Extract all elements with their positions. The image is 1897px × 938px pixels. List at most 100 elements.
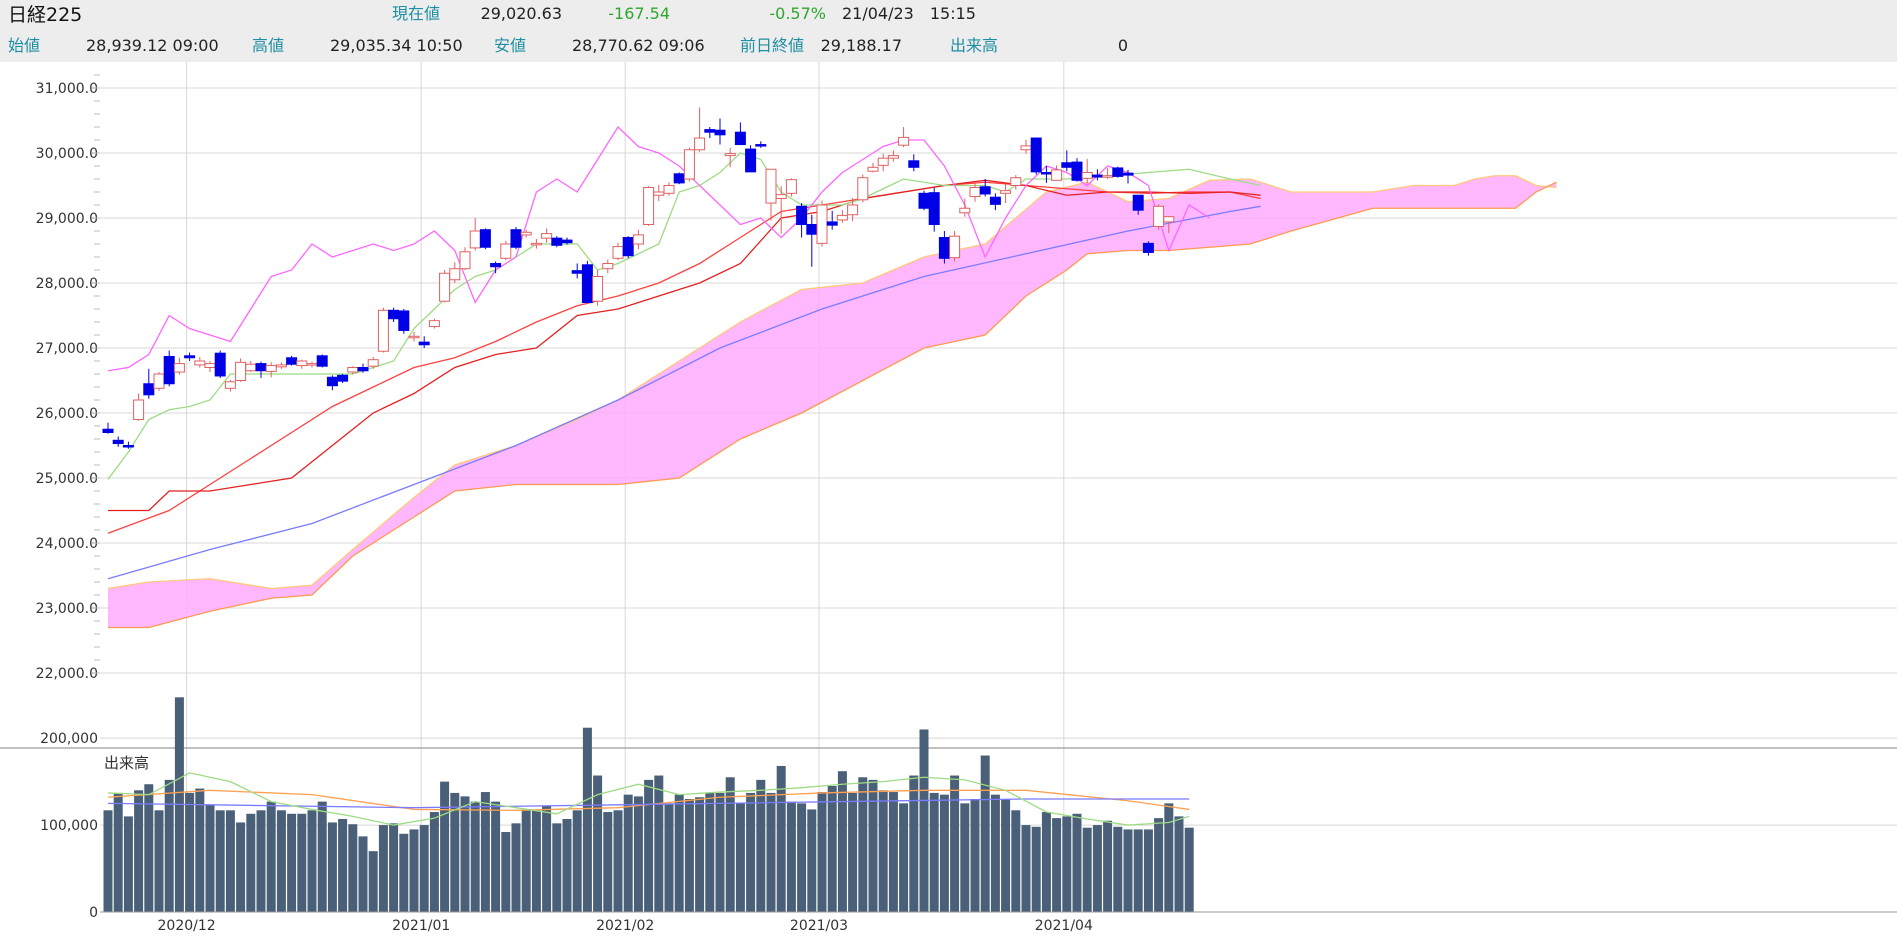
price-tick-label: 30,000.0 xyxy=(36,146,98,162)
candle xyxy=(1051,165,1063,181)
candle xyxy=(541,228,553,243)
volume-bar xyxy=(419,825,429,912)
candle-body xyxy=(887,155,899,159)
date-tick-label: 2021/04 xyxy=(1035,918,1093,934)
volume-bar xyxy=(358,836,368,912)
current-value: 29,020.63 xyxy=(480,4,562,23)
candle xyxy=(275,362,287,369)
candle-body xyxy=(204,363,216,369)
price-tick-label: 27,000.0 xyxy=(36,341,98,357)
candle-body xyxy=(255,363,267,372)
volume-bar xyxy=(470,801,480,912)
volume-bar xyxy=(888,792,898,912)
candle-body xyxy=(816,204,828,244)
candle xyxy=(490,261,502,274)
candle-body xyxy=(949,235,961,259)
candle-body xyxy=(612,246,624,259)
volume-bar xyxy=(950,775,960,912)
volume-bar xyxy=(287,813,297,912)
high-label: 高値 xyxy=(252,36,285,55)
candle-body xyxy=(326,376,338,387)
prev-close-label: 前日終値 xyxy=(740,36,805,55)
volume-bar xyxy=(144,784,154,912)
volume-bar xyxy=(786,801,796,912)
candle-body xyxy=(877,157,889,166)
candle xyxy=(622,236,634,259)
volume-bar xyxy=(215,810,225,912)
volume-bar xyxy=(552,823,562,912)
candle-body xyxy=(734,131,746,146)
moving-average-long xyxy=(107,205,1261,580)
volume-bar xyxy=(297,813,307,912)
candle-body xyxy=(500,243,512,259)
candle xyxy=(785,178,797,197)
candle-body xyxy=(214,352,226,377)
volume-bar xyxy=(1143,829,1153,912)
volume-bar xyxy=(1164,803,1174,912)
volume-bar xyxy=(960,803,970,912)
candle-body xyxy=(1142,242,1154,253)
stock-chart[interactable]: 22,000.0 23,000.0 24,000.0 25,000.0 26,000.0… xyxy=(0,62,1897,938)
candle xyxy=(775,186,787,234)
volume-bar xyxy=(1001,799,1011,912)
candle-body xyxy=(836,214,848,221)
volume-bar xyxy=(501,832,511,912)
candle-body xyxy=(551,237,563,246)
volume-bar xyxy=(827,785,837,912)
candle xyxy=(602,259,614,274)
candle xyxy=(439,270,451,303)
volume-average-long xyxy=(107,789,1190,811)
volume-label: 出来高 xyxy=(950,36,999,55)
candle-body xyxy=(714,129,726,136)
volume-bar xyxy=(644,779,654,912)
candle xyxy=(449,262,461,283)
base-line xyxy=(108,179,1261,512)
volume-bar xyxy=(909,775,919,912)
price-tick-label: 24,000.0 xyxy=(36,536,98,552)
volume-bar xyxy=(848,792,858,912)
volume-bar xyxy=(939,794,949,912)
candle-body xyxy=(275,364,287,368)
volume-bar xyxy=(1123,829,1133,912)
candle-body xyxy=(857,177,869,201)
candle xyxy=(581,260,593,304)
candle-body xyxy=(398,310,410,331)
candle-body xyxy=(439,272,451,302)
candle xyxy=(428,318,440,329)
low-value: 28,770.62 09:06 xyxy=(572,36,705,55)
quote-datetime: 21/04/23 15:15 xyxy=(842,4,976,23)
price-tick-label: 25,000.0 xyxy=(36,471,98,487)
volume-bar xyxy=(491,801,501,912)
volume-bar xyxy=(521,810,531,912)
candle xyxy=(357,363,369,373)
volume-bar xyxy=(746,792,756,912)
candle-body xyxy=(908,160,920,168)
candle-body xyxy=(337,374,349,382)
volume-bar xyxy=(1133,829,1143,912)
candle-body xyxy=(133,399,145,420)
candle-body xyxy=(632,234,644,245)
candle xyxy=(194,357,206,368)
high-value: 29,035.34 10:50 xyxy=(330,36,463,55)
candle xyxy=(184,352,196,361)
volume-bar xyxy=(1072,813,1082,912)
candle-body xyxy=(959,207,971,214)
volume-bar xyxy=(164,779,174,912)
candle-body xyxy=(694,137,706,151)
volume-bar xyxy=(338,818,348,912)
volume-bar xyxy=(990,794,1000,912)
candle xyxy=(235,358,247,382)
candle xyxy=(643,186,655,226)
volume-bar xyxy=(766,792,776,912)
volume-bar xyxy=(1092,825,1102,912)
volume-bar xyxy=(929,792,939,912)
volume-bar xyxy=(480,792,490,912)
candle xyxy=(887,150,899,162)
volume-bar xyxy=(317,801,327,912)
candle xyxy=(867,162,879,173)
volume-bar xyxy=(572,810,582,912)
candle-body xyxy=(235,361,247,381)
candle-body xyxy=(102,428,114,433)
volume-bar xyxy=(817,792,827,912)
candle-body xyxy=(377,309,389,352)
